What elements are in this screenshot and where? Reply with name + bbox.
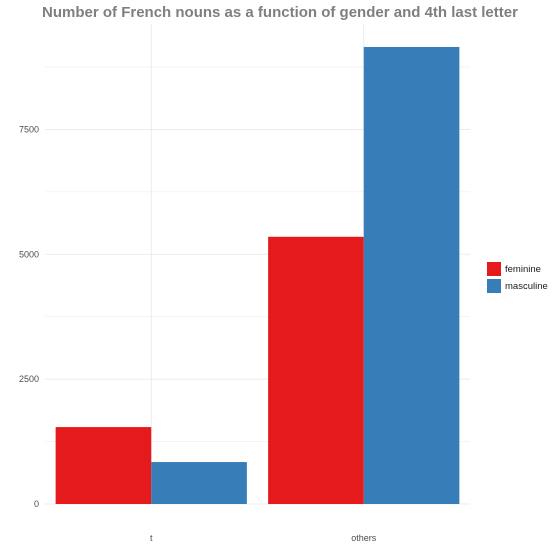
y-axis-ticks: 0 2500 5000 7500 xyxy=(19,124,39,509)
y-tick-label: 2500 xyxy=(19,374,39,384)
legend-label-masculine: masculine xyxy=(505,281,548,292)
y-tick-label: 0 xyxy=(34,499,39,509)
x-axis-ticks: t others xyxy=(150,533,377,543)
legend-swatch-masculine xyxy=(487,279,501,293)
legend-swatch-feminine xyxy=(487,262,501,276)
bar-masculine-t xyxy=(151,462,247,504)
bar-masculine-others xyxy=(363,46,460,504)
legend: feminine masculine xyxy=(487,262,548,293)
y-tick-label: 5000 xyxy=(19,249,39,259)
x-tick-label: t xyxy=(150,533,153,543)
bar-feminine-others xyxy=(268,236,364,504)
chart-title: Number of French nouns as a function of … xyxy=(42,4,518,21)
bar-feminine-t xyxy=(55,427,152,504)
legend-label-feminine: feminine xyxy=(505,264,541,275)
y-tick-label: 7500 xyxy=(19,124,39,134)
x-tick-label: others xyxy=(351,533,377,543)
bars xyxy=(55,46,460,504)
